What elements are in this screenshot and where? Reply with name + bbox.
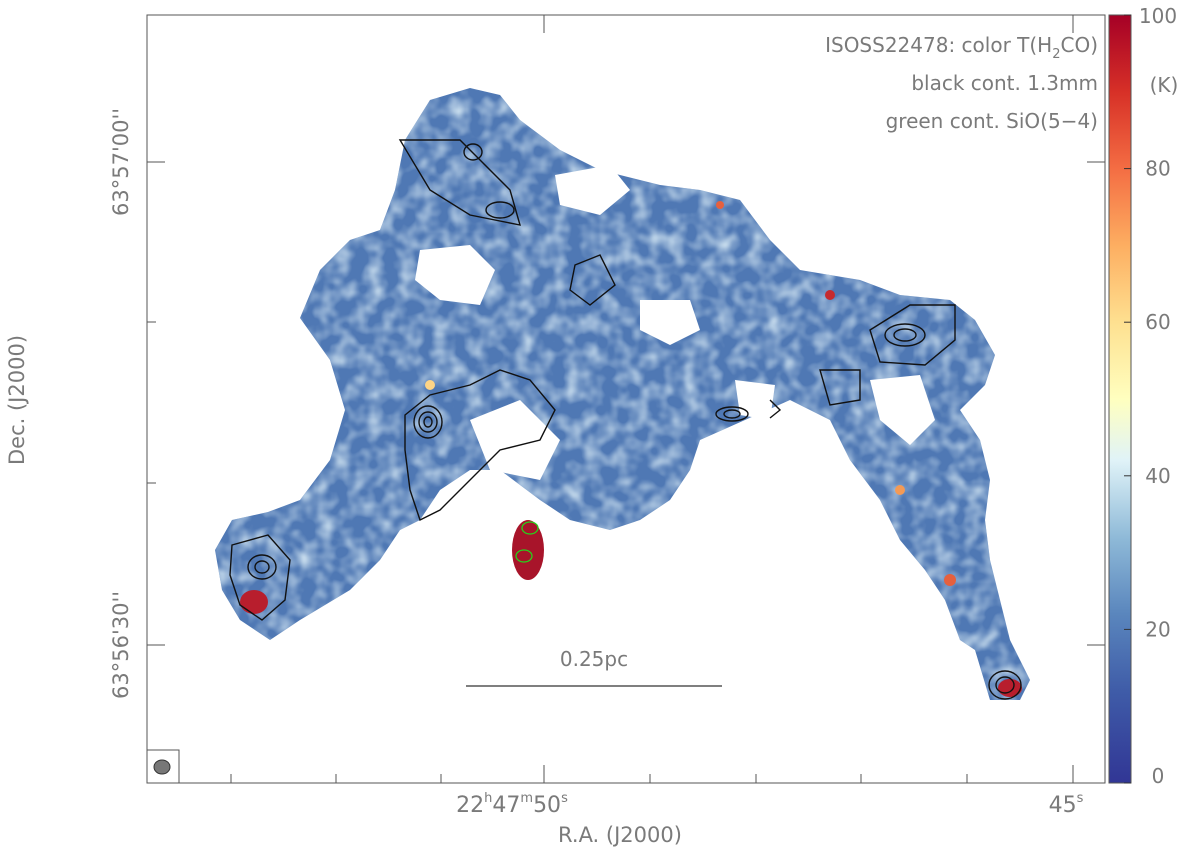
x-tick-label-45: 45s xyxy=(1049,791,1084,818)
axis-ticks xyxy=(147,15,1105,783)
scale-bar-label: 0.25pc xyxy=(560,647,628,671)
colorbar-tick-labels: 0 20 40 60 80 100 xyxy=(1139,4,1177,788)
legend-line-2: black cont. 1.3mm xyxy=(911,71,1098,95)
colorbar-tick-label-40: 40 xyxy=(1145,464,1170,488)
y-tick-label-57-00: 63°57'00'' xyxy=(109,108,133,216)
legend-line-1: ISOSS22478: color T(H2CO) xyxy=(825,33,1098,62)
hot-spots xyxy=(240,201,1022,697)
colorbar-tick-label-20: 20 xyxy=(1145,617,1170,641)
colorbar-tick-label-0: 0 xyxy=(1152,764,1165,788)
map-mottle xyxy=(215,88,1030,700)
colorbar-tick-label-100: 100 xyxy=(1139,4,1177,28)
colorbar-tick-label-80: 80 xyxy=(1145,157,1170,181)
y-tick-label-56-30: 63°56'30'' xyxy=(109,591,133,699)
map-gaps xyxy=(415,165,935,480)
colorbar-unit-label: (K) xyxy=(1150,73,1179,97)
sio-contours xyxy=(515,521,539,563)
y-axis-label: Dec. (J2000) xyxy=(5,335,29,465)
x-tick-label-50: 22h47m50s xyxy=(456,791,568,818)
continuum-contours xyxy=(229,139,1022,700)
x-axis-label: R.A. (J2000) xyxy=(558,823,682,847)
colorbar-ticks xyxy=(1124,14,1131,784)
legend-line-3: green cont. SiO(5−4) xyxy=(886,109,1098,133)
beam-ellipse xyxy=(153,759,171,775)
colorbar xyxy=(1108,14,1132,784)
colorbar-tick-label-60: 60 xyxy=(1145,310,1170,334)
temperature-map xyxy=(215,88,1030,700)
